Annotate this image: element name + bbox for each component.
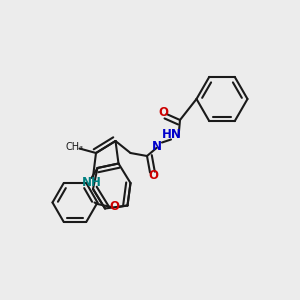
Text: NH: NH [82, 176, 101, 189]
Text: CH₃: CH₃ [66, 142, 84, 152]
Text: N: N [152, 140, 162, 153]
Text: HN: HN [162, 128, 182, 141]
Text: O: O [148, 169, 158, 182]
Text: O: O [158, 106, 168, 119]
Text: O: O [109, 200, 119, 213]
